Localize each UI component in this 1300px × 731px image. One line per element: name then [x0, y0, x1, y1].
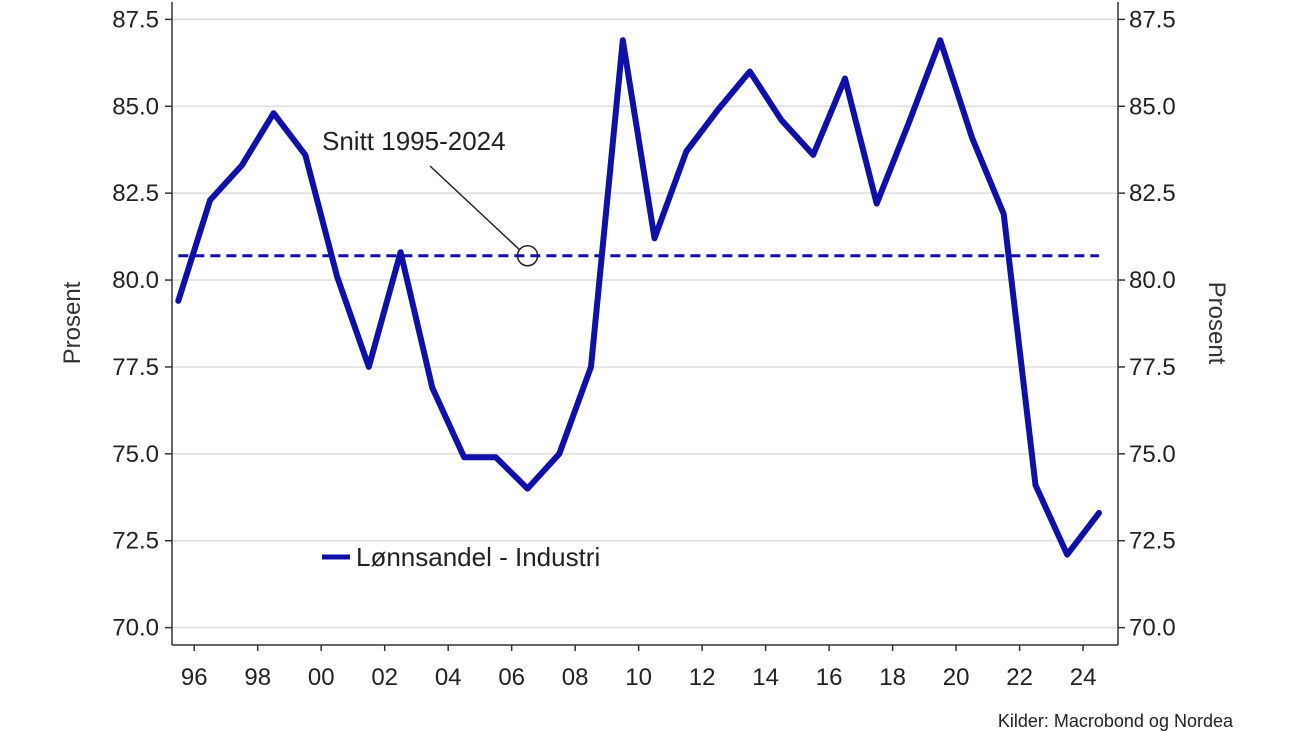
x-tick-label: 12 [689, 664, 716, 691]
x-tick-label: 24 [1070, 664, 1097, 691]
y-tick-label-right: 70.0 [1129, 615, 1176, 642]
y-tick-label-left: 82.5 [112, 180, 159, 207]
y-axis-right-title: Prosent [1203, 282, 1230, 365]
y-tick-label-left: 72.5 [112, 528, 159, 555]
y-axis-left-ticks: 70.0 72.5 75.0 77.5 80.0 82.5 85.0 87.5 [112, 6, 172, 642]
legend-label: Lønnsandel - Industri [356, 542, 600, 572]
legend: Lønnsandel - Industri [322, 542, 600, 572]
y-tick-label-right: 77.5 [1129, 354, 1176, 381]
y-tick-label-left: 77.5 [112, 354, 159, 381]
y-tick-label-right: 87.5 [1129, 6, 1176, 33]
x-tick-label: 08 [562, 664, 589, 691]
y-tick-label-left: 87.5 [112, 6, 159, 33]
y-tick-label-left: 70.0 [112, 615, 159, 642]
axes [171, 2, 1119, 646]
y-axis-left-title: Prosent [59, 281, 86, 364]
x-axis-ticks: 96 98 00 02 04 06 08 10 12 14 16 18 20 22 24 [181, 645, 1097, 691]
series-line [175, 37, 1102, 558]
annotation-layer: Snitt 1995-2024 [322, 126, 539, 267]
x-tick-label: 20 [943, 664, 970, 691]
y-tick-label-right: 85.0 [1129, 93, 1176, 120]
x-tick-label: 10 [625, 664, 652, 691]
x-tick-label: 16 [816, 664, 843, 691]
series-layer [175, 37, 1102, 558]
x-tick-label: 06 [498, 664, 525, 691]
x-tick-label: 98 [244, 664, 271, 691]
y-tick-label-left: 75.0 [112, 441, 159, 468]
y-tick-label-left: 80.0 [112, 267, 159, 294]
y-axis-right-ticks: 70.0 72.5 75.0 77.5 80.0 82.5 85.0 87.5 [1118, 6, 1176, 642]
x-tick-label: 22 [1006, 664, 1033, 691]
x-tick-label: 00 [308, 664, 335, 691]
x-tick-label: 18 [879, 664, 906, 691]
y-tick-label-left: 85.0 [112, 93, 159, 120]
annotation-marker [516, 244, 539, 267]
x-tick-label: 14 [752, 664, 779, 691]
y-tick-label-right: 82.5 [1129, 180, 1176, 207]
source-note: Kilder: Macrobond og Nordea [998, 711, 1234, 731]
annotation-leader [429, 165, 521, 251]
y-tick-label-right: 80.0 [1129, 267, 1176, 294]
y-tick-label-right: 75.0 [1129, 441, 1176, 468]
x-tick-label: 02 [371, 664, 398, 691]
y-tick-label-right: 72.5 [1129, 528, 1176, 555]
annotation-label: Snitt 1995-2024 [322, 126, 506, 156]
x-tick-label: 04 [435, 664, 462, 691]
gridlines [172, 18, 1118, 629]
x-tick-label: 96 [181, 664, 208, 691]
